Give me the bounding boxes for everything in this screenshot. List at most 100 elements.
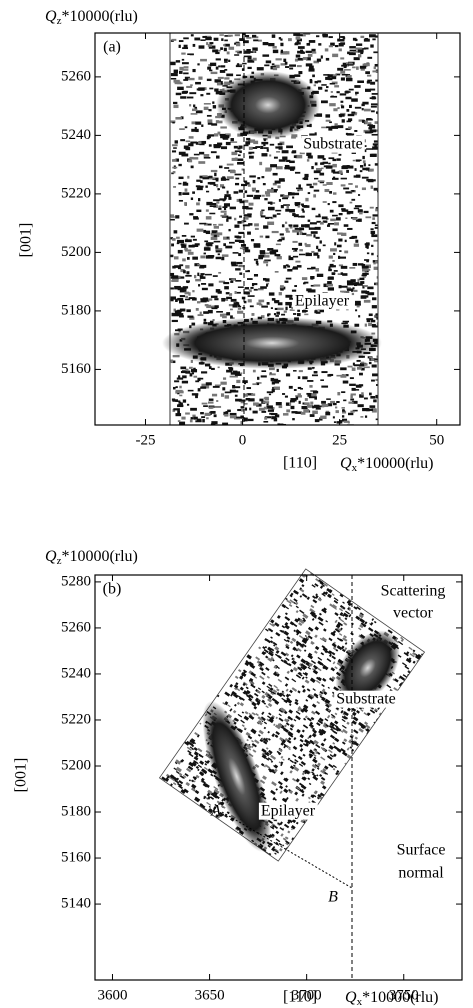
speckle [179, 386, 181, 389]
speckle [260, 286, 267, 289]
speckle [230, 170, 236, 173]
speckle [319, 613, 322, 616]
speckle [240, 720, 245, 724]
speckle [338, 239, 342, 242]
speckle [286, 409, 290, 412]
speckle [241, 406, 245, 408]
speckle [374, 621, 377, 623]
speckle [308, 54, 313, 57]
y-axis-unit-label: Qz*10000(rlu) [45, 548, 138, 567]
speckle [344, 251, 348, 254]
speckle [369, 405, 375, 408]
speckle [195, 790, 200, 794]
speckle [306, 51, 312, 53]
speckle [364, 621, 367, 624]
speckle [295, 204, 298, 206]
speckle [289, 703, 292, 706]
speckle [310, 402, 313, 405]
speckle [240, 247, 245, 249]
speckle [275, 271, 279, 273]
speckle [265, 667, 269, 671]
y-tick-label: 5280 [61, 573, 91, 589]
speckle [333, 403, 337, 405]
speckle [371, 253, 373, 255]
speckle [279, 785, 283, 789]
speckle [302, 729, 305, 732]
speckle [261, 195, 264, 197]
speckle [276, 244, 281, 246]
speckle [236, 380, 240, 383]
speckle [267, 149, 269, 152]
speckle [298, 58, 303, 60]
speckle [302, 205, 307, 207]
speckle [357, 283, 362, 285]
speckle [251, 239, 254, 241]
speckle [214, 173, 216, 176]
speckle [361, 392, 363, 395]
speckle [285, 624, 290, 629]
speckle [279, 843, 282, 846]
speckle [177, 87, 184, 90]
speckle [271, 413, 277, 415]
speckle [287, 265, 290, 267]
speckle [286, 205, 288, 208]
speckle [339, 48, 342, 51]
speckle [267, 314, 269, 317]
speckle [354, 290, 358, 292]
speckle [231, 138, 234, 141]
speckle [329, 374, 333, 376]
speckle [358, 627, 361, 630]
speckle [375, 379, 381, 381]
speckle [313, 284, 320, 286]
speckle [179, 177, 184, 179]
speckle [300, 739, 304, 743]
speckle [210, 411, 215, 414]
speckle [242, 724, 245, 727]
speckle [237, 292, 241, 294]
speckle [182, 69, 188, 71]
speckle [206, 202, 212, 205]
speckle [246, 732, 251, 737]
speckle [196, 180, 200, 182]
speckle [361, 362, 364, 364]
speckle [271, 847, 275, 851]
speckle [268, 703, 273, 707]
speckle [307, 159, 309, 161]
speckle [256, 190, 260, 192]
speckle [186, 309, 190, 312]
speckle [301, 584, 304, 587]
speckle [316, 701, 320, 704]
speckle [355, 92, 359, 94]
speckle [283, 59, 286, 62]
speckle [304, 174, 308, 177]
speckle [229, 368, 233, 371]
speckle [342, 637, 347, 642]
speckle [272, 63, 275, 65]
speckle [365, 38, 368, 41]
speckle [316, 268, 319, 272]
speckle [189, 136, 194, 138]
speckle [261, 215, 266, 217]
speckle [314, 310, 317, 313]
speckle [311, 768, 314, 771]
speckle [204, 253, 206, 255]
speckle [212, 49, 218, 52]
speckle [320, 416, 326, 419]
speckle [326, 120, 331, 122]
speckle [302, 677, 305, 680]
speckle [332, 215, 338, 217]
speckle [220, 382, 226, 385]
speckle [246, 387, 251, 389]
speckle [172, 320, 178, 322]
speckle [327, 658, 332, 662]
speckle [291, 638, 296, 642]
speckle [192, 290, 194, 292]
speckle [320, 309, 324, 312]
speckle [233, 376, 238, 378]
speckle [282, 625, 286, 628]
speckle [302, 211, 304, 213]
speckle [352, 388, 356, 391]
speckle [304, 177, 308, 180]
speckle [299, 249, 303, 251]
speckle [231, 264, 237, 266]
